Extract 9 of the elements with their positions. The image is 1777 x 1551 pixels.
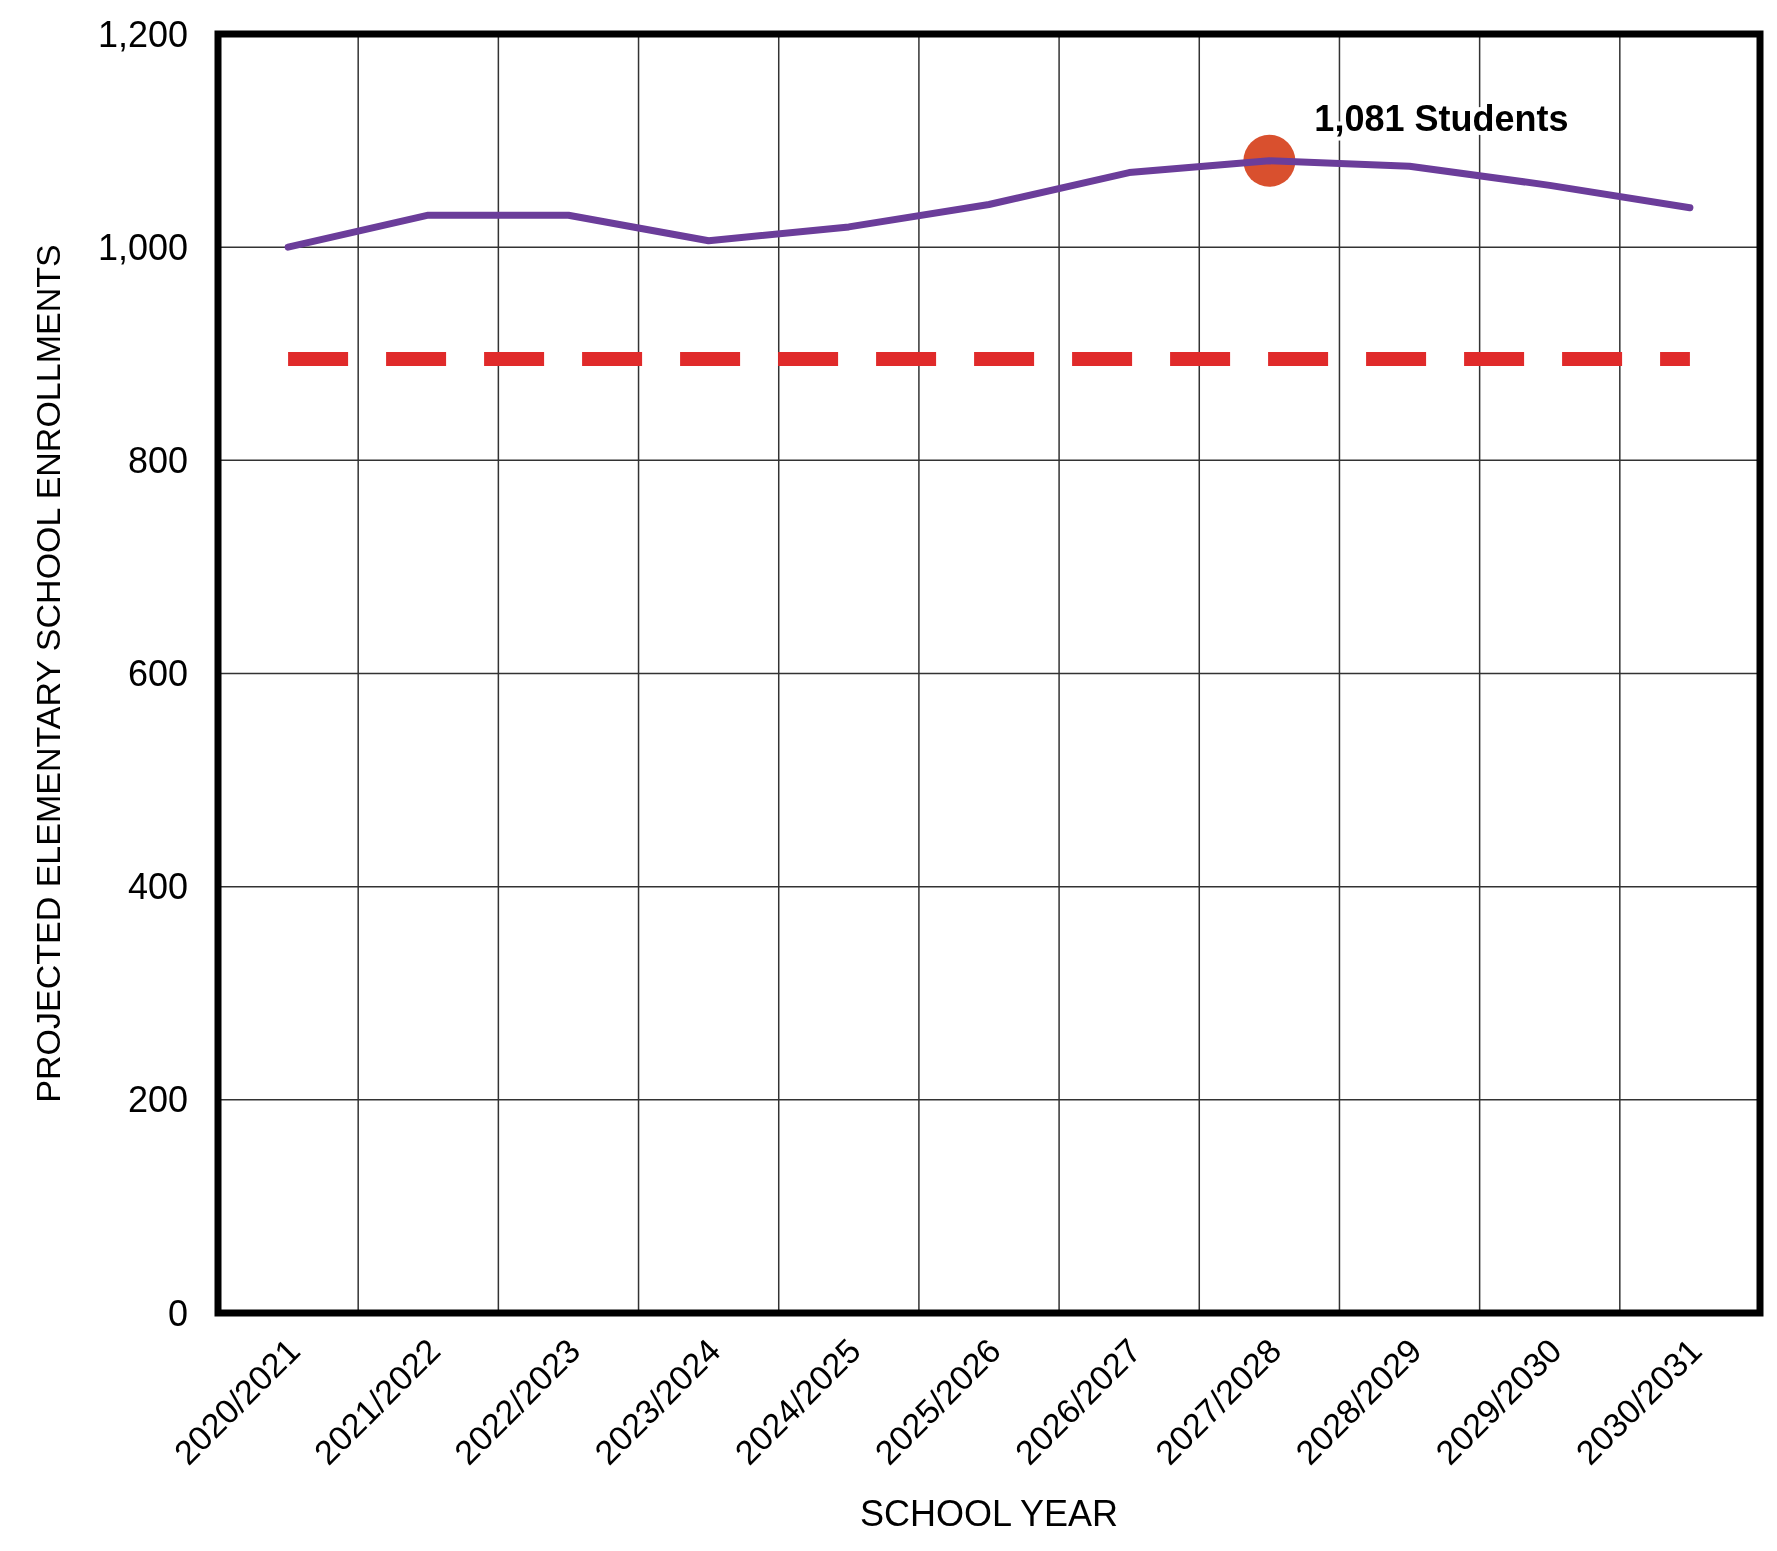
y-tick-label: 1,200 (97, 13, 188, 55)
y-tick-label: 400 (127, 866, 188, 908)
y-tick-label: 600 (127, 653, 188, 695)
y-tick-label: 1,000 (97, 226, 188, 268)
y-tick-label: 800 (127, 439, 188, 481)
y-axis-title: PROJECTED ELEMENTARY SCHOOL ENROLLMENTS (29, 244, 67, 1103)
y-tick-label: 200 (127, 1079, 188, 1121)
y-tick-label: 0 (167, 1292, 188, 1334)
x-axis-title: SCHOOL YEAR (859, 1493, 1119, 1534)
